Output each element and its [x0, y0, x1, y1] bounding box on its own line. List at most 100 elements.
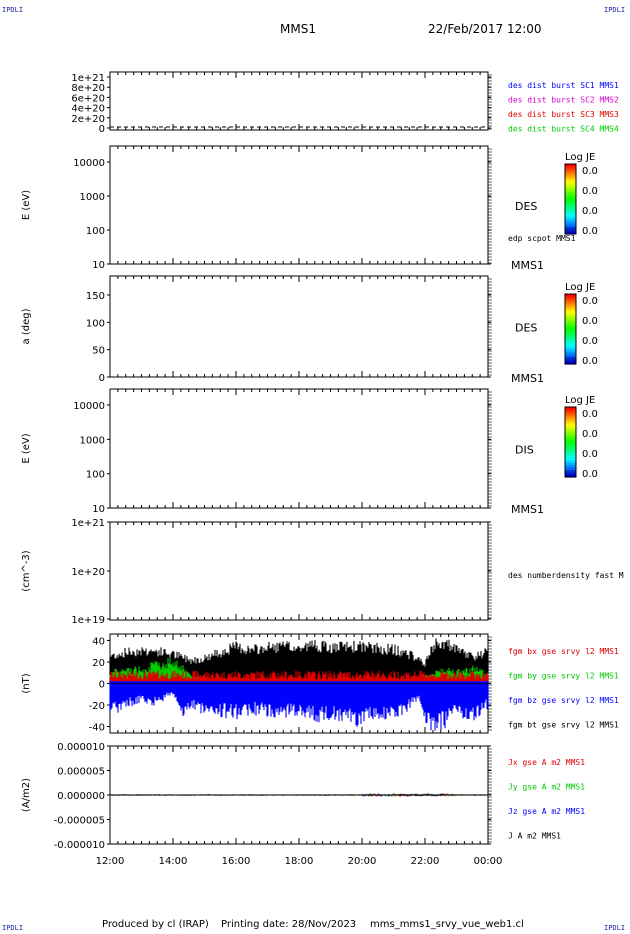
y-tick-label-1: 1000 [80, 192, 105, 203]
colorbar-segment [565, 340, 576, 344]
colorbar-segment [565, 324, 576, 328]
colorbar-segment [565, 416, 576, 420]
colorbar-segment [565, 350, 576, 353]
y-tick-label-1: 10 [92, 260, 105, 271]
colorbar-segment [565, 435, 576, 438]
colorbar-segment [565, 409, 576, 413]
colorbar-segment [565, 220, 576, 223]
y-tick-label-0: 6e+20 [71, 93, 105, 104]
colorbar-segment [565, 310, 576, 314]
corner-label-tl: IPDLI [2, 6, 24, 14]
colorbar-segment [565, 215, 576, 219]
time-tick-label: 20:00 [348, 856, 377, 867]
colorbar-tick-2: 0.0 [582, 296, 598, 307]
colorbar-frame-3 [564, 406, 577, 478]
legend-fgm-1: fgm by gse srvy l2 MMS1 [508, 672, 619, 681]
colorbar-segment [565, 453, 576, 457]
y-tick-label-1: 100 [86, 226, 105, 237]
colorbar-segment [565, 446, 576, 450]
corner-label-bl: IPDLI [2, 924, 24, 932]
instrument-label-2: DES [515, 322, 537, 335]
colorbar-segment [565, 229, 576, 233]
colorbar-title-2: Log JE [565, 282, 595, 293]
colorbar-segment [565, 432, 576, 436]
colorbar-tick-1: 0.0 [582, 226, 598, 237]
y-tick-label-3: 10 [92, 504, 105, 515]
panel-frame-4 [109, 521, 489, 621]
series-bx [109, 670, 489, 684]
colorbar-segment [565, 322, 576, 325]
legend-fgm-2: fgm bz gse srvy l2 MMS1 [508, 696, 619, 705]
colorbar-frame-1 [564, 163, 577, 235]
colorbar-segment [565, 199, 576, 202]
legend-density: des numberdensity fast M [508, 571, 624, 580]
colorbar-segment [565, 222, 576, 226]
colorbar-segment [565, 439, 576, 443]
y-tick-label-6: 0.000005 [57, 767, 105, 778]
colorbar-segment [565, 333, 576, 337]
panel-frame-0 [109, 71, 489, 131]
colorbar-segment [565, 231, 576, 235]
colorbar-segment [565, 168, 576, 172]
y-tick-label-4: 1e+21 [71, 518, 105, 529]
y-tick-label-2: 100 [86, 318, 105, 329]
colorbar-segment [565, 201, 576, 205]
colorbar-segment [565, 194, 576, 198]
colorbar-segment [565, 182, 576, 186]
colorbar-segment [565, 331, 576, 335]
colorbar-tick-1: 0.0 [582, 186, 598, 197]
legend-dist-burst-2: des dist burst SC2 MMS2 [508, 96, 619, 105]
colorbar-segment [565, 192, 576, 195]
colorbar-segment [565, 308, 576, 311]
colorbar-title-1: Log JE [565, 152, 595, 163]
colorbar-tick-3: 0.0 [582, 429, 598, 440]
legend-dist-burst-4: des dist burst SC4 MMS4 [508, 125, 619, 134]
legend-dist-burst-3: des dist burst SC3 MMS3 [508, 110, 619, 119]
colorbar-segment [565, 213, 576, 216]
sc-label-2: MMS1 [511, 372, 544, 385]
colorbar-segment [565, 203, 576, 207]
colorbar-segment [565, 463, 576, 466]
colorbar-segment [565, 449, 576, 452]
y-tick-label-3: 100 [86, 470, 105, 481]
y-tick-label-6: -0.000005 [54, 816, 105, 827]
colorbar-tick-3: 0.0 [582, 469, 598, 480]
colorbar-segment [565, 357, 576, 360]
y-tick-label-1: 10000 [73, 158, 105, 169]
colorbar-tick-3: 0.0 [582, 449, 598, 460]
colorbar-segment [565, 317, 576, 321]
colorbar-segment [565, 423, 576, 427]
y-tick-label-6: 0.000000 [57, 791, 105, 802]
y-tick-label-6: -0.000010 [54, 840, 105, 851]
time-tick-label: 00:00 [474, 856, 503, 867]
colorbar-segment [565, 472, 576, 476]
colorbar-segment [565, 208, 576, 212]
panel-frame-1 [109, 145, 489, 265]
colorbar-segment [565, 171, 576, 174]
colorbar-tick-1: 0.0 [582, 206, 598, 217]
colorbar-segment [565, 437, 576, 441]
colorbar-segment [565, 470, 576, 473]
colorbar-segment [565, 298, 576, 302]
y-tick-label-0: 8e+20 [71, 83, 105, 94]
y-tick-label-6: 0.000010 [57, 742, 105, 753]
y-tick-label-5: 40 [92, 636, 105, 647]
y-tick-label-0: 4e+20 [71, 104, 105, 115]
y-axis-label-4: (cm^-3) [21, 550, 32, 591]
sc-label-3: MMS1 [511, 503, 544, 516]
colorbar-segment [565, 458, 576, 462]
time-tick-label: 18:00 [285, 856, 314, 867]
colorbar-segment [565, 336, 576, 339]
footer-produced-by: Produced by cl (IRAP) [102, 919, 209, 930]
y-tick-label-2: 50 [92, 346, 105, 357]
colorbar-segment [565, 411, 576, 415]
colorbar-segment [565, 345, 576, 349]
colorbar-segment [565, 319, 576, 323]
colorbar-segment [565, 338, 576, 342]
footer-printing-date: Printing date: 28/Nov/2023 [221, 919, 357, 930]
colorbar-segment [565, 303, 576, 307]
y-tick-label-0: 1e+21 [71, 73, 105, 84]
legend-fgm-0: fgm bx gse srvy l2 MMS1 [508, 647, 619, 656]
legend-fgm-3: fgm bt gse srvy l2 MMS1 [508, 721, 619, 730]
colorbar-segment [565, 175, 576, 179]
